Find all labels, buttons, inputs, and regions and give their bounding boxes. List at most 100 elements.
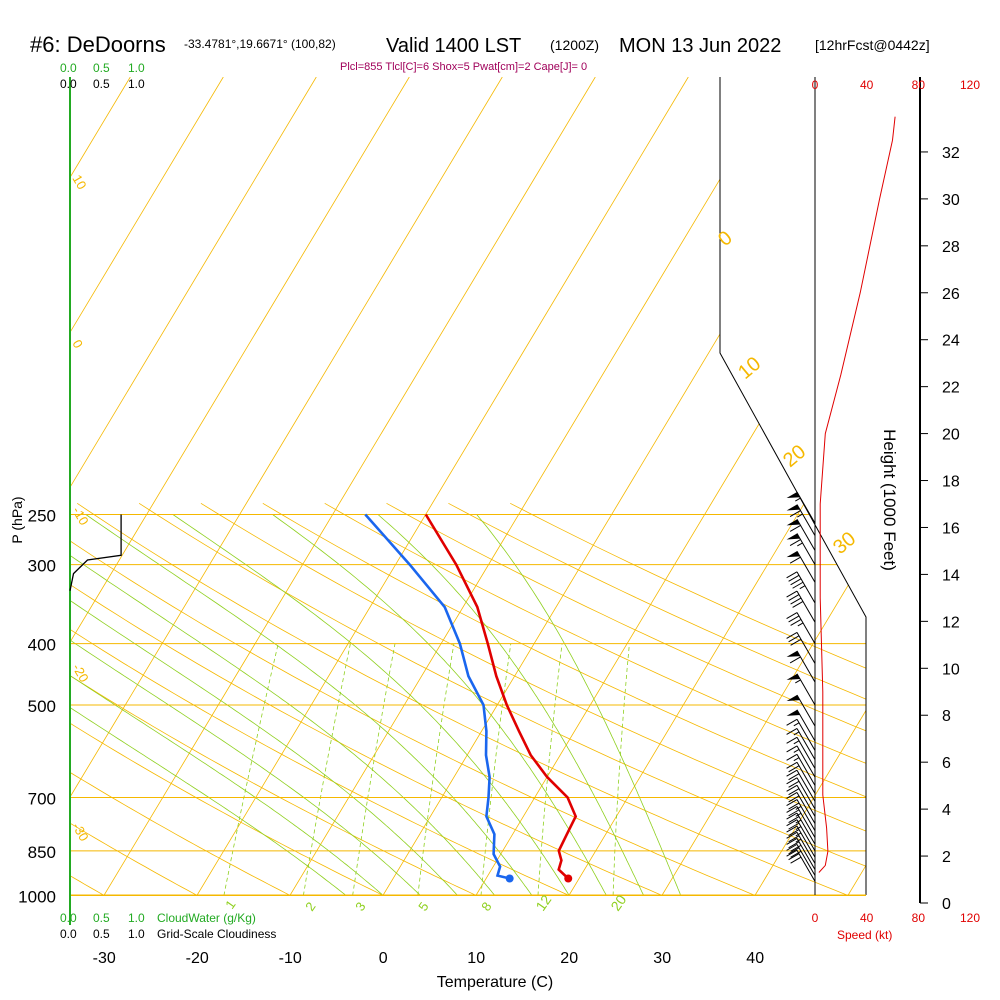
isotherm-line — [70, 77, 224, 895]
pressure-tick-label: 700 — [28, 789, 56, 808]
cloudiness-scale-bottom: 1.0 — [128, 927, 145, 941]
isotherm-line — [754, 77, 866, 895]
wind-barb — [796, 590, 816, 623]
wind-barb-flag — [786, 825, 798, 833]
moist-adiabat-line — [70, 514, 421, 895]
cloudiness-scale-top: 0.0 — [60, 77, 77, 91]
wind-barb-flag — [790, 578, 802, 586]
wind-barb-half-flag — [795, 838, 802, 843]
wind-speed-line — [818, 116, 896, 873]
axis-labels: Temperature (C) P (hPa) Height (1000 Fee… — [9, 429, 899, 991]
speed-label: Speed (kt) — [837, 928, 892, 942]
wind-barb-flag — [786, 728, 798, 735]
moist-adiabat-line — [476, 514, 682, 895]
temp-tick-label: 10 — [467, 950, 485, 967]
height-tick-label: 26 — [942, 286, 960, 303]
station-title: #6: DeDoorns — [30, 32, 166, 57]
dry-adiabat-label: -20 — [69, 661, 91, 685]
pressure-tick-label: 250 — [28, 507, 56, 526]
isotherm-line — [103, 77, 596, 895]
mixing-ratio-label: 1 — [222, 897, 238, 912]
wind-barb-flag — [786, 718, 798, 726]
dry-adiabat-line — [70, 502, 694, 895]
wind-barb-flag — [790, 850, 802, 858]
temp-tick-label: 30 — [653, 950, 671, 967]
speed-tick-bottom: 80 — [912, 911, 926, 925]
wind-barb-flag — [788, 847, 800, 855]
moist-adiabat-line — [70, 514, 347, 895]
wind-barb-flag — [786, 799, 798, 806]
isotherm-line — [289, 77, 782, 895]
wind-barb-flag — [788, 635, 800, 643]
wind-barb — [796, 838, 816, 870]
dry-adiabat-line — [138, 502, 866, 895]
speed-tick-top: 0 — [812, 78, 819, 92]
grid-cloud-label: Grid-Scale Cloudiness — [157, 927, 276, 941]
wind-barb — [796, 533, 816, 565]
wind-barb-flag — [786, 612, 798, 619]
wind-barb — [796, 785, 816, 817]
forecast-hour: [12hrFcst@0442z] — [815, 37, 930, 53]
wind-barb-flag — [788, 765, 800, 773]
x-axis-label: Temperature (C) — [437, 974, 553, 991]
dry-adiabat-label: -10 — [69, 504, 91, 528]
mixing-ratio-label: 5 — [415, 899, 431, 914]
wind-barb-pennant — [786, 519, 800, 526]
wind-barb-flag — [788, 822, 800, 830]
wind-barb — [796, 777, 816, 810]
wind-barb — [796, 819, 816, 852]
speed-tick-bottom: 0 — [812, 911, 819, 925]
wind-barb — [796, 832, 816, 864]
wind-barb — [796, 737, 816, 769]
wind-barb-flag — [789, 656, 801, 664]
cloudiness-scale-bottom: 0.5 — [93, 927, 110, 941]
dry-adiabat-label: -30 — [69, 820, 91, 844]
speed-tick-bottom: 120 — [960, 911, 980, 925]
forecast-date: MON 13 Jun 2022 — [619, 35, 781, 57]
wind-barb-flag — [786, 831, 798, 839]
wind-barb-flag — [788, 829, 800, 836]
wind-barb-flag — [788, 802, 800, 810]
height-tick-label: 4 — [942, 802, 951, 819]
wind-barb-flag — [786, 631, 798, 639]
valid-time: Valid 1400 LST — [386, 35, 521, 57]
wind-barb-half-flag — [799, 585, 806, 590]
wind-barb-flag — [788, 795, 800, 803]
dry-adiabat-line — [70, 503, 223, 895]
mixing-ratio-line — [352, 643, 396, 895]
height-tick-label: 16 — [942, 520, 960, 537]
pressure-tick-label: 300 — [28, 557, 56, 576]
moist-adiabat-line — [70, 514, 384, 895]
wind-barb-flag — [786, 777, 798, 785]
height-tick-label: 30 — [942, 192, 960, 209]
pressure-tick-label: 500 — [28, 697, 56, 716]
utc-time: (1200Z) — [550, 37, 599, 53]
surface-dewpoint-point — [505, 874, 514, 883]
wind-barb-half-flag — [797, 542, 803, 547]
height-tick-label: 32 — [942, 145, 960, 162]
temp-tick-label: -10 — [279, 950, 302, 967]
wind-barb-flag — [790, 856, 802, 864]
stability-indices: Plcl=855 Tlcl[C]=6 Shox=5 Pwat[cm]=2 Cap… — [340, 61, 587, 73]
temperature-line — [424, 513, 578, 880]
cloud-water-scale-bottom: 0.5 — [93, 911, 110, 925]
wind-barb-half-flag — [795, 832, 802, 837]
wind-barb-pennant — [786, 504, 800, 511]
wind-barb — [796, 673, 816, 706]
dry-adiabat-label: 30 — [829, 528, 860, 559]
wind-barb-flag — [786, 590, 798, 598]
wind-barb — [796, 762, 816, 794]
dry-adiabat-line — [448, 502, 866, 895]
wind-barb-half-flag — [795, 679, 801, 684]
isotherm-line — [70, 77, 131, 895]
wind-barb-flag — [788, 835, 800, 843]
cloud-water-scale-top: 0.5 — [93, 61, 110, 75]
height-tick-label: 6 — [942, 755, 951, 772]
dry-adiabat-label: 10 — [734, 353, 765, 384]
height-tick-label: 8 — [942, 708, 951, 725]
mixing-ratio-label: 8 — [478, 899, 494, 914]
isotherm-line — [196, 77, 689, 895]
wind-barb-flag — [786, 843, 798, 851]
